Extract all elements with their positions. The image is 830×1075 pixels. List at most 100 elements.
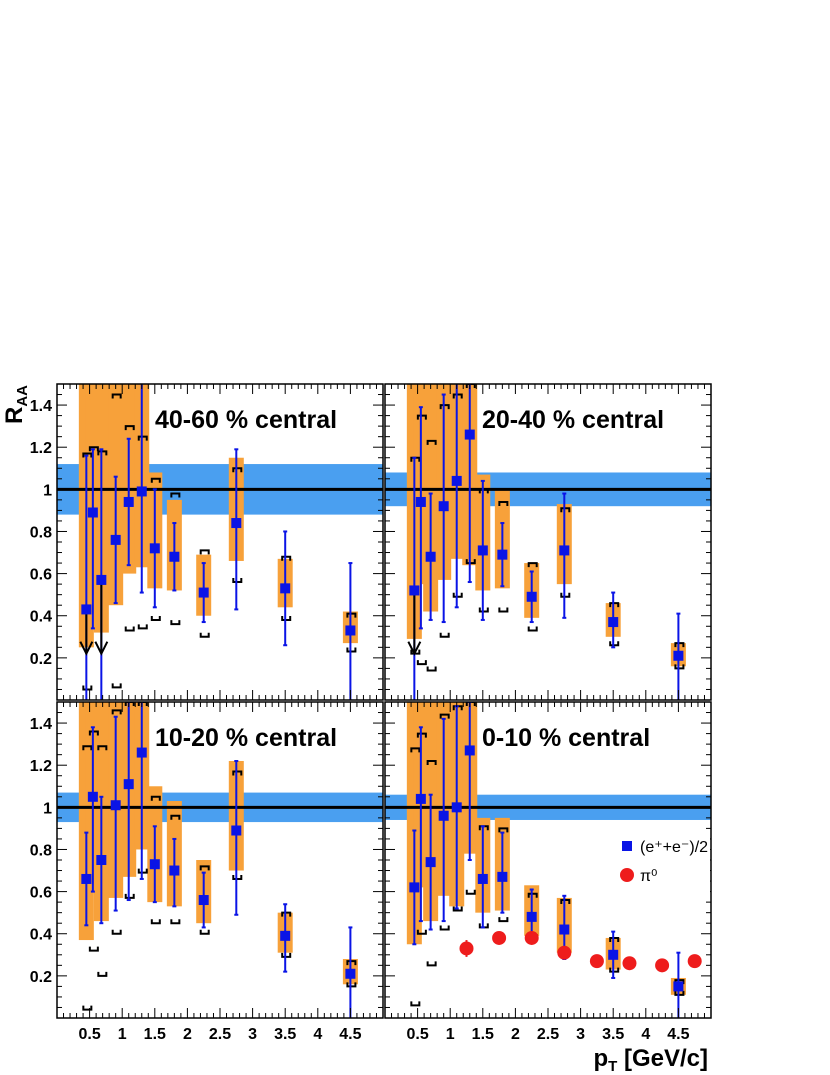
bracket-cap-lower bbox=[410, 1001, 421, 1007]
electron-data-point bbox=[451, 475, 462, 486]
y-axis-title-main: R bbox=[1, 407, 28, 424]
y-tick-label: 0.4 bbox=[30, 927, 52, 944]
electron-data-point bbox=[345, 968, 356, 979]
x-tick-label: 4.5 bbox=[667, 1026, 689, 1043]
electron-data-point bbox=[198, 895, 209, 906]
electron-data-point bbox=[438, 810, 449, 821]
electron-data-point bbox=[123, 496, 134, 507]
electron-data-point bbox=[87, 791, 98, 802]
bracket-cap-upper bbox=[124, 425, 135, 431]
electron-data-point bbox=[198, 587, 209, 598]
electron-data-point bbox=[123, 779, 134, 790]
electron-data-point bbox=[110, 800, 121, 811]
panel-10-20: 0.2 0.4 0.6 0.8 1 1.2 1.4 0.5 1 1.5 2 2.5 3 3.5 4 4.5 10… bbox=[30, 701, 384, 1043]
bracket-cap-lower bbox=[465, 889, 476, 895]
bracket-cap-upper bbox=[410, 747, 421, 753]
bracket-cap-lower bbox=[137, 624, 148, 630]
bracket-cap-upper bbox=[137, 702, 148, 706]
panel-20-40: 20-40 % central bbox=[384, 383, 712, 701]
bracket-cap-lower bbox=[170, 620, 181, 626]
electron-data-point bbox=[87, 507, 98, 518]
electron-data-point bbox=[149, 859, 160, 870]
x-tick-label: 3 bbox=[576, 1026, 585, 1043]
electron-data-point bbox=[136, 486, 147, 497]
bracket-cap-upper bbox=[465, 702, 476, 706]
y-tick-label: 1 bbox=[43, 482, 52, 499]
electron-data-point bbox=[96, 855, 107, 865]
axis-ticks bbox=[57, 702, 383, 1018]
x-tick-label: 1.5 bbox=[144, 1026, 166, 1043]
legend: (e⁺+e⁻)/2 π⁰ bbox=[610, 830, 710, 895]
y-tick-label: 1.4 bbox=[30, 716, 52, 733]
electron-data-point bbox=[280, 583, 291, 594]
y-tick-label: 0.8 bbox=[30, 842, 52, 859]
electron-data-point bbox=[425, 857, 436, 868]
upper-limit-arrowhead bbox=[79, 641, 94, 656]
bracket-cap-upper bbox=[498, 500, 509, 506]
electron-data-point bbox=[345, 625, 356, 636]
electron-data-point bbox=[477, 873, 488, 884]
y-tick-label: 1.2 bbox=[30, 758, 52, 775]
electron-data-point bbox=[464, 745, 475, 756]
x-tick-label: 4 bbox=[313, 1026, 322, 1043]
bracket-cap-upper bbox=[426, 439, 437, 445]
bracket-cap-lower bbox=[426, 666, 437, 672]
electron-data-point bbox=[497, 871, 508, 882]
pi0-data-point bbox=[622, 956, 637, 971]
pi0-data-point bbox=[492, 930, 507, 945]
pi0-data-point bbox=[589, 954, 604, 969]
panel-title: 20-40 % central bbox=[482, 406, 664, 434]
electron-data-point bbox=[673, 650, 684, 661]
electron-data-point bbox=[497, 549, 508, 560]
electron-data-point bbox=[673, 981, 684, 992]
x-tick-label: 1 bbox=[446, 1026, 455, 1043]
bracket-cap-upper bbox=[150, 477, 161, 483]
bracket-cap-upper bbox=[150, 795, 161, 801]
x-tick-label: 0.5 bbox=[406, 1026, 428, 1043]
axis-ticks bbox=[57, 384, 383, 700]
electron-data-point bbox=[526, 591, 537, 602]
electron-data-point bbox=[409, 882, 420, 893]
electron-data-point bbox=[136, 747, 147, 758]
electron-data-point bbox=[280, 930, 291, 941]
bracket-cap-lower bbox=[498, 917, 509, 923]
panel-plot-area bbox=[385, 702, 711, 1018]
electron-data-point bbox=[81, 604, 92, 615]
electron-data-point bbox=[438, 501, 449, 512]
x-tick-label: 3.5 bbox=[274, 1026, 296, 1043]
bracket-cap-upper bbox=[82, 745, 93, 751]
electron-data-point bbox=[464, 429, 475, 440]
panel-title: 0-10 % central bbox=[482, 724, 650, 752]
bracket-cap-upper bbox=[111, 393, 122, 399]
bracket-cap-upper bbox=[111, 709, 122, 715]
bracket-cap-lower bbox=[416, 929, 427, 935]
upper-limit-arrowhead bbox=[407, 641, 422, 656]
panel-title: 40-60 % central bbox=[155, 406, 337, 434]
electron-data-point bbox=[96, 574, 107, 585]
bracket-cap-upper bbox=[527, 562, 538, 568]
y-tick-label: 0.6 bbox=[30, 567, 52, 584]
y-axis-title-sub: AA bbox=[14, 385, 31, 407]
pi0-data-point bbox=[459, 941, 474, 956]
bracket-cap-lower bbox=[111, 929, 122, 935]
pi0-data-point bbox=[557, 945, 572, 960]
x-tick-label: 2.5 bbox=[537, 1026, 559, 1043]
electron-data-point bbox=[559, 924, 570, 935]
x-tick-label: 4.5 bbox=[339, 1026, 361, 1043]
x-tick-label: 2.5 bbox=[209, 1026, 231, 1043]
bracket-cap-lower bbox=[88, 946, 99, 952]
legend-marker-square bbox=[622, 841, 632, 851]
bracket-cap-lower bbox=[416, 660, 427, 666]
electron-data-point bbox=[81, 873, 92, 884]
x-tick-label: 2 bbox=[183, 1026, 192, 1043]
y-tick-label: 0.6 bbox=[30, 885, 52, 902]
legend-marker-circle bbox=[620, 868, 634, 882]
panel-plot-area bbox=[385, 384, 711, 700]
electron-data-point bbox=[409, 585, 420, 596]
electron-data-point bbox=[231, 518, 242, 529]
electron-data-point bbox=[149, 543, 160, 554]
electron-data-point bbox=[415, 793, 426, 804]
bracket-cap-upper bbox=[170, 492, 181, 498]
bracket-cap-upper bbox=[82, 452, 93, 458]
x-axis-title-main: p bbox=[593, 1045, 608, 1072]
